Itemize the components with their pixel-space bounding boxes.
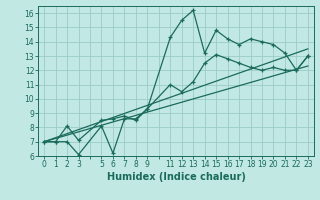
X-axis label: Humidex (Indice chaleur): Humidex (Indice chaleur) [107, 172, 245, 182]
